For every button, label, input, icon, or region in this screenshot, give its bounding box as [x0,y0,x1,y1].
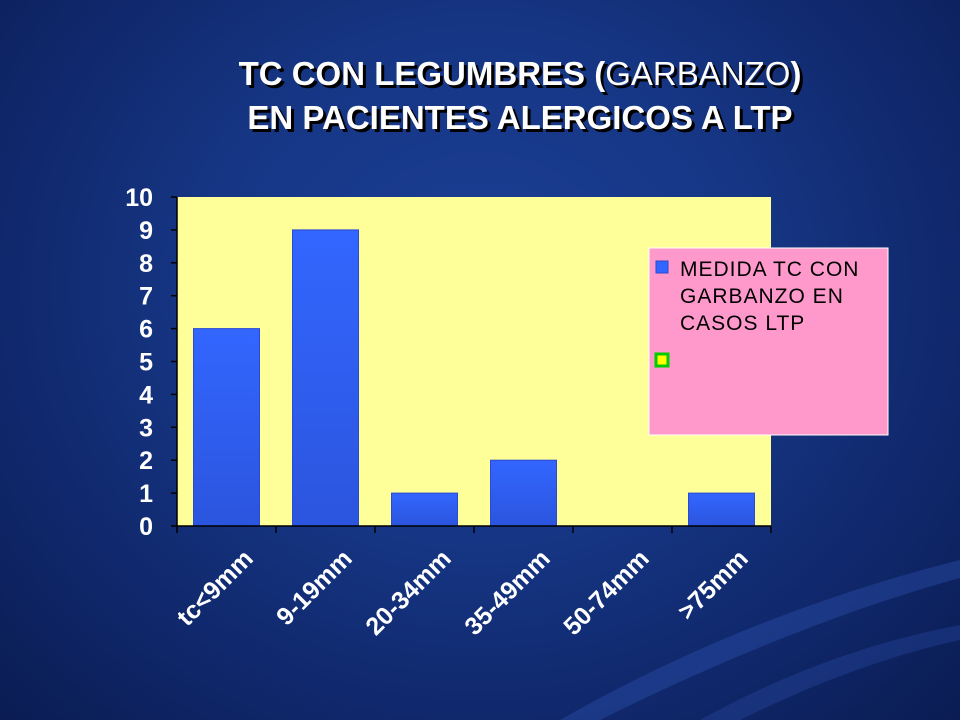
title-line-1: TC CON LEGUMBRES (GARBANZO) [140,52,900,96]
legend-label-1-line-1: GARBANZO EN [680,285,844,308]
title-line-1-part-b: GARBANZO [605,55,791,92]
x-tick-label-4: 50-74mm [558,544,654,640]
title-line-1-part-a: TC CON LEGUMBRES ( [238,55,606,92]
legend-box [648,247,889,436]
y-tick-label-8: 8 [139,250,153,278]
bar-2 [391,492,458,527]
y-tick-label-4: 4 [139,381,153,409]
x-tick-label-2: 20-34mm [360,544,456,640]
y-tick-label-0: 0 [139,513,153,541]
y-tick-label-10: 10 [125,184,153,212]
bar-3 [490,459,557,527]
legend-label-1-line-0: MEDIDA TC CON [680,258,859,281]
y-tick-label-1: 1 [139,480,153,508]
y-tick-label-3: 3 [139,414,153,442]
legend-label-1-line-2: CASOS LTP [680,312,805,335]
y-tick-label-7: 7 [139,283,153,311]
bar-1 [292,229,359,527]
x-tick-label-3: 35-49mm [459,544,555,640]
legend-marker-1 [655,260,669,274]
y-tick-label-2: 2 [139,447,153,475]
y-tick-label-6: 6 [139,316,153,344]
title-line-2: EN PACIENTES ALERGICOS A LTP [247,99,793,136]
legend-marker-2 [654,352,670,368]
bar-0 [193,328,260,527]
x-tick-label-0: tc<9mm [172,544,259,631]
x-tick-label-1: 9-19mm [271,544,358,631]
bar-5 [688,492,755,527]
title-line-1-part-c: ) [790,55,802,92]
x-tick-label-5: >75mm [673,544,754,625]
slide-title: TC CON LEGUMBRES (GARBANZO) EN PACIENTES… [140,52,900,140]
y-tick-label-5: 5 [139,349,153,377]
y-tick-label-9: 9 [139,217,153,245]
